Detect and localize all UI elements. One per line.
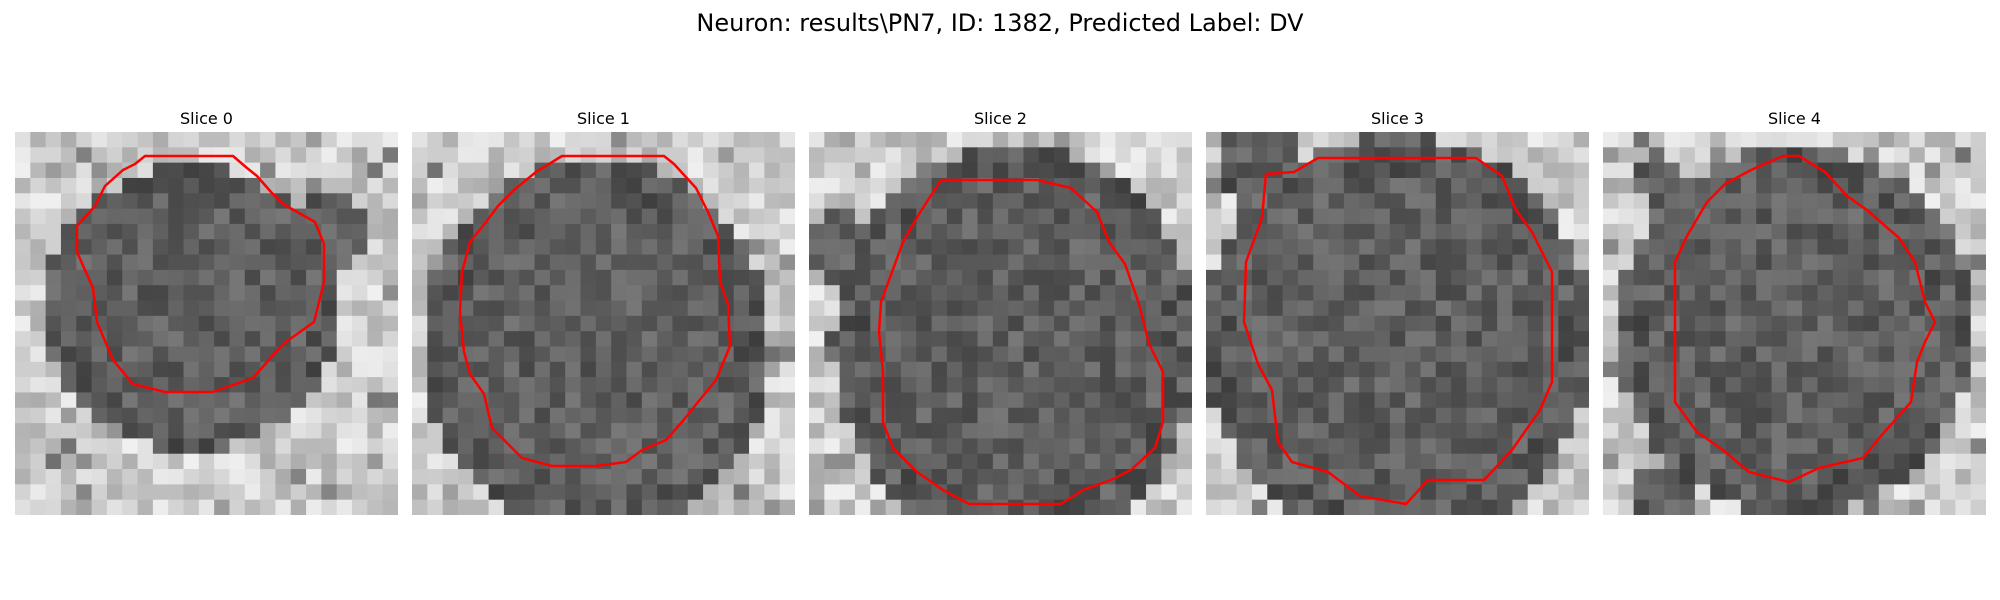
slice-title-3: Slice 3 — [1371, 109, 1424, 128]
slice-image-1 — [412, 132, 795, 515]
figure-title: Neuron: results\PN7, ID: 1382, Predicted… — [696, 9, 1304, 37]
slice-title-1: Slice 1 — [577, 109, 630, 128]
neuron-contour-1 — [458, 154, 732, 468]
neuron-contour-0 — [75, 154, 326, 394]
slice-panel-3: Slice 3 — [1206, 108, 1589, 515]
slice-image-0 — [15, 132, 398, 515]
microscopy-pixels-3 — [1206, 132, 1589, 515]
slice-title-2: Slice 2 — [974, 109, 1027, 128]
neuron-contour-2 — [877, 178, 1165, 506]
slice-panel-2: Slice 2 — [809, 108, 1192, 515]
slice-panel-1: Slice 1 — [412, 108, 795, 515]
slice-image-4 — [1603, 132, 1986, 515]
slice-image-2 — [809, 132, 1192, 515]
neuron-contour-4 — [1673, 154, 1937, 484]
microscopy-pixels-0 — [15, 132, 398, 515]
slice-panel-4: Slice 4 — [1603, 108, 1986, 515]
slice-title-0: Slice 0 — [180, 109, 233, 128]
microscopy-pixels-4 — [1603, 132, 1986, 515]
microscopy-pixels-1 — [412, 132, 795, 515]
microscopy-pixels-2 — [809, 132, 1192, 515]
slice-panel-0: Slice 0 — [15, 108, 398, 515]
slice-title-4: Slice 4 — [1768, 109, 1821, 128]
neuron-contour-3 — [1242, 156, 1554, 506]
slice-image-3 — [1206, 132, 1589, 515]
